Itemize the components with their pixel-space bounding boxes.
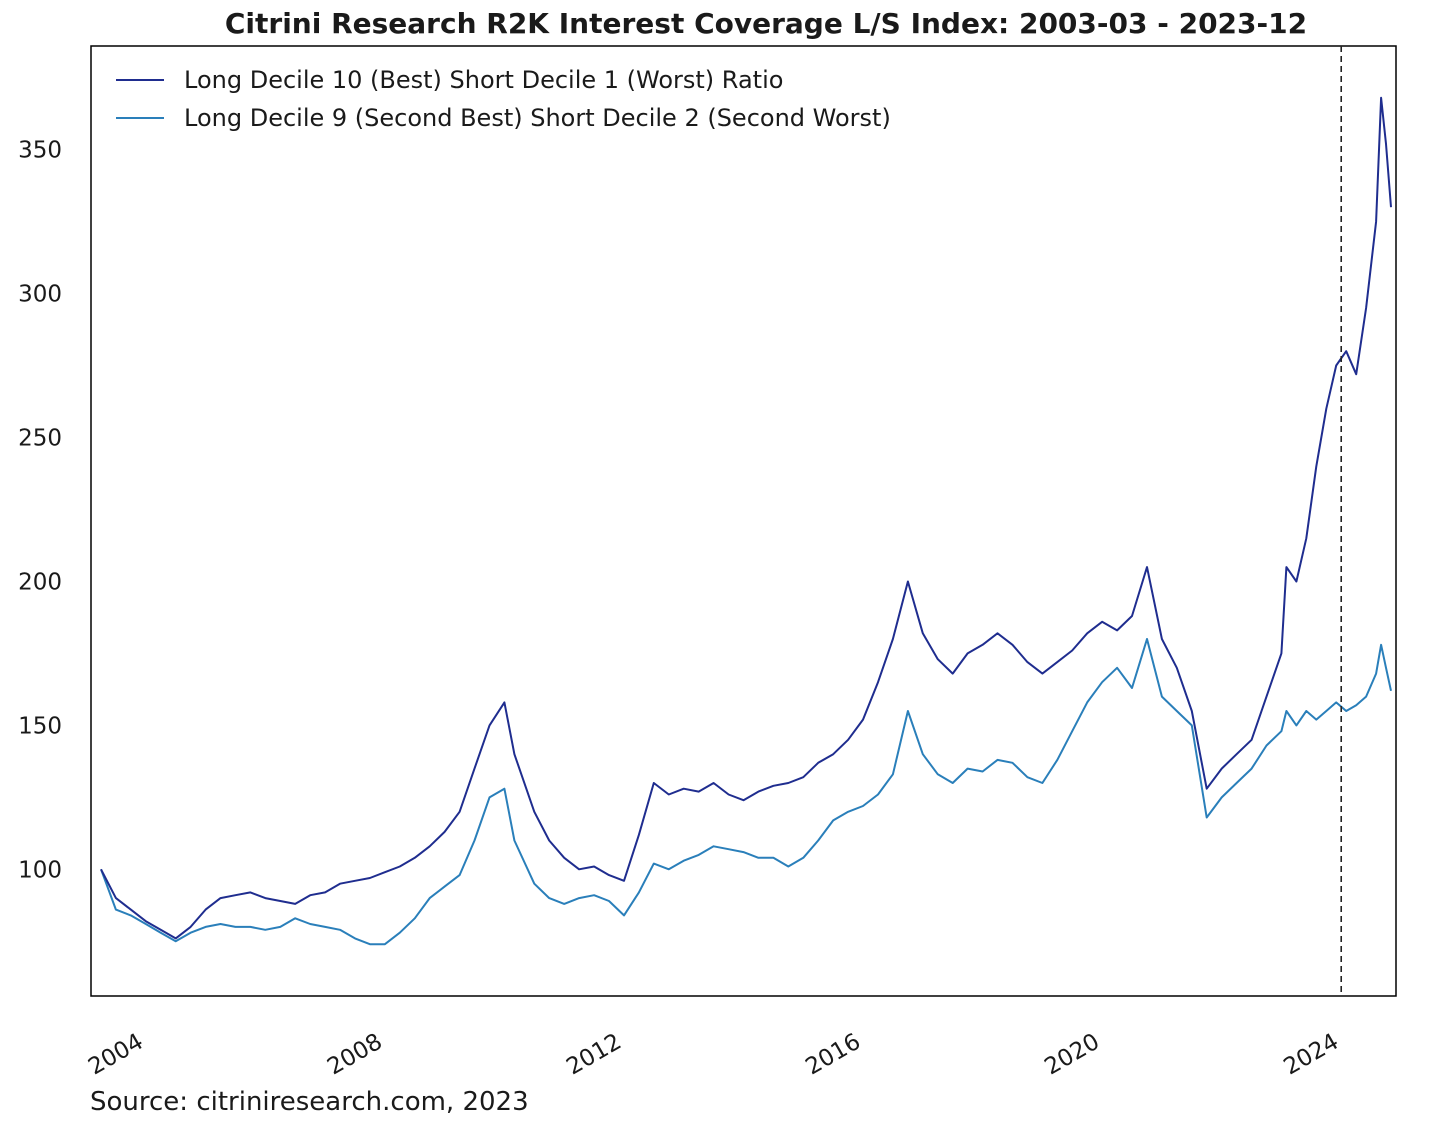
x-tick-label: 2012 (562, 1029, 626, 1081)
x-tick-label: 2008 (323, 1029, 387, 1081)
y-tick-label: 250 (18, 426, 62, 452)
series-line-decile-10 (100, 96, 1392, 940)
y-tick-label: 100 (18, 857, 62, 883)
legend-label-decile-10: Long Decile 10 (Best) Short Decile 1 (Wo… (184, 66, 783, 94)
chart-title: Citrini Research R2K Interest Coverage L… (225, 7, 1307, 40)
legend: Long Decile 10 (Best) Short Decile 1 (Wo… (116, 66, 891, 132)
y-axis: 100 150 200 250 300 350 (18, 138, 62, 884)
y-tick-label: 350 (18, 138, 62, 164)
y-tick-label: 200 (18, 569, 62, 595)
x-tick-label: 2024 (1279, 1029, 1343, 1081)
legend-label-decile-9: Long Decile 9 (Second Best) Short Decile… (184, 104, 891, 132)
y-tick-label: 300 (18, 282, 62, 308)
plot-frame (90, 45, 1397, 997)
source-note: Source: citriniresearch.com, 2023 (90, 1087, 529, 1117)
x-tick-label: 2020 (1040, 1029, 1104, 1081)
x-tick-label: 2016 (801, 1029, 865, 1081)
series-line-decile-9 (100, 638, 1392, 946)
y-tick-label: 150 (18, 713, 62, 739)
x-axis: 2004 2008 2012 2016 2020 2024 (84, 1029, 1343, 1081)
series-layer (100, 96, 1392, 946)
x-tick-label: 2004 (84, 1029, 148, 1081)
